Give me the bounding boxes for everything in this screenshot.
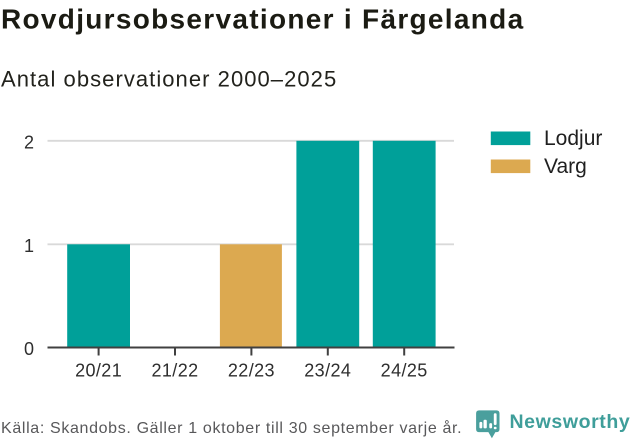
svg-text:Varg: Varg <box>544 155 587 178</box>
svg-text:23/24: 23/24 <box>304 361 351 381</box>
svg-text:21/22: 21/22 <box>151 361 198 381</box>
svg-text:Newsworthy: Newsworthy <box>510 411 631 433</box>
svg-text:22/23: 22/23 <box>228 361 275 381</box>
svg-text:Källa: Skandobs. Gäller 1 okto: Källa: Skandobs. Gäller 1 oktober till 3… <box>1 419 462 437</box>
svg-text:0: 0 <box>24 339 34 359</box>
svg-text:2: 2 <box>24 132 34 152</box>
svg-text:24/25: 24/25 <box>381 361 428 381</box>
svg-text:Rovdjursobservationer i Färgel: Rovdjursobservationer i Färgelanda <box>1 4 524 35</box>
svg-text:Lodjur: Lodjur <box>544 127 602 150</box>
svg-text:20/21: 20/21 <box>75 361 122 381</box>
svg-text:Antal observationer 2000–2025: Antal observationer 2000–2025 <box>1 67 337 92</box>
svg-text:1: 1 <box>24 236 34 256</box>
